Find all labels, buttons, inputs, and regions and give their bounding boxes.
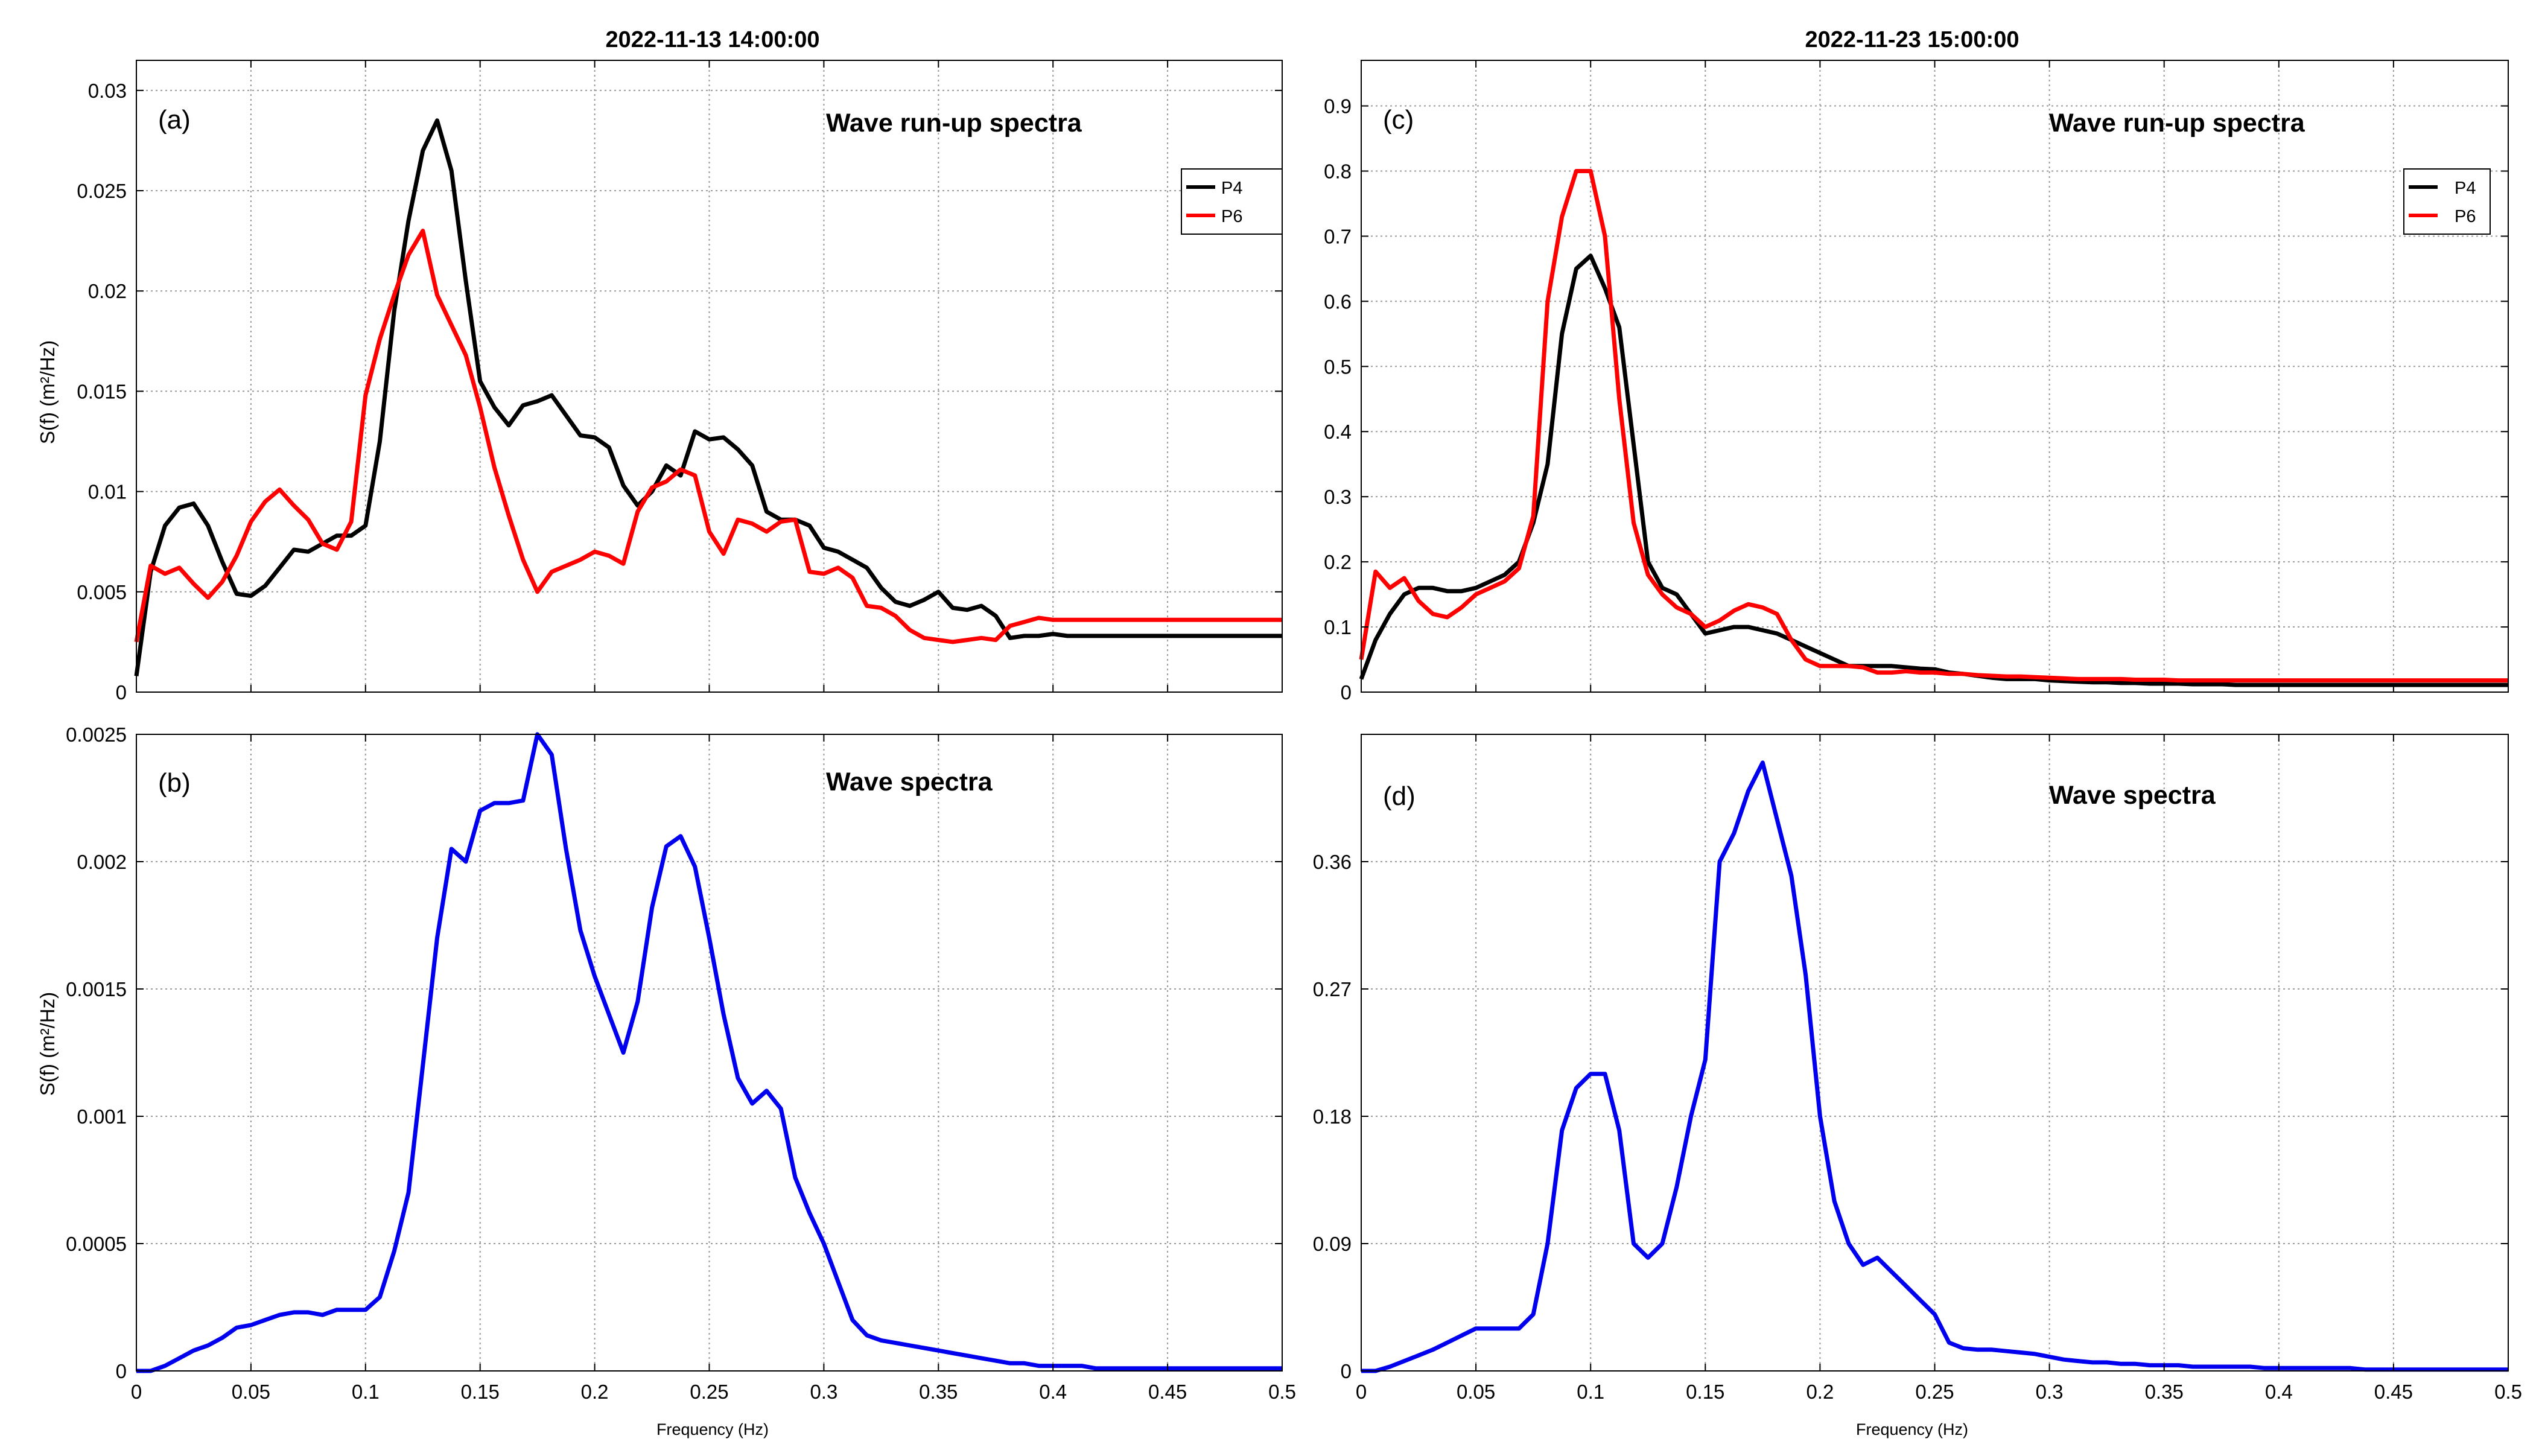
panel-c-grid: [1361, 60, 2508, 692]
panel-b-xtick-label-1: 0.05: [232, 1381, 270, 1403]
panel-a-series: [134, 118, 1282, 676]
panel-d-xtick-label-8: 0.4: [2265, 1381, 2293, 1403]
panel-d-xlabel: Frequency (Hz): [1856, 1420, 1968, 1439]
panel-d-xtick-label-3: 0.15: [1686, 1381, 1724, 1403]
panel-d-xtick-label-1: 0.05: [1457, 1381, 1495, 1403]
panel-c-ytick-label-5: 0.5: [1324, 355, 1352, 378]
panel-d-ytick-label-4: 0.36: [1313, 851, 1352, 873]
panel-d-ytick-label-2: 0.18: [1313, 1105, 1352, 1128]
panel-a-grid: [136, 60, 1282, 692]
panel-c-series-p6: [1359, 169, 2508, 683]
panel-c-ytick-label-4: 0.4: [1324, 421, 1352, 443]
panel-b-series-line-0: [136, 732, 1282, 1373]
panel-d-label: (d): [1383, 781, 1416, 811]
panel-b-series: [136, 732, 1282, 1373]
panel-d-annotation: Wave spectra: [2049, 781, 2216, 810]
panel-c-title: 2022-11-23 15:00:00: [1805, 27, 2019, 52]
panel-a-ytick-label-3: 0.015: [77, 380, 127, 402]
panel-a-ytick-label-4: 0.02: [88, 280, 127, 302]
panel-d-xtick-label-0: 0: [1356, 1381, 1367, 1403]
panel-c-ytick-label-8: 0.8: [1324, 160, 1352, 182]
panel-d-xtick-label-5: 0.25: [1915, 1381, 1954, 1403]
panel-b-xtick-label-0: 0: [131, 1381, 142, 1403]
panel-b-xtick-label-9: 0.45: [1148, 1381, 1187, 1403]
panel-d-xtick-label-2: 0.1: [1577, 1381, 1604, 1403]
panel-d-xtick-label-4: 0.2: [1806, 1381, 1834, 1403]
panel-c-legend-label-p4: P4: [2455, 179, 2476, 198]
panel-a-title: 2022-11-13 14:00:00: [606, 27, 820, 52]
panel-a-ytick-label-1: 0.005: [77, 581, 127, 603]
panel-d-ytick-label-0: 0: [1341, 1360, 1352, 1382]
panel-a-ytick-label-5: 0.025: [77, 180, 127, 202]
panel-b-ytick-label-2: 0.001: [77, 1105, 127, 1128]
panel-b-xtick-label-10: 0.5: [1268, 1381, 1296, 1403]
panel-b-ylabel: S(f) (m²/Hz): [36, 992, 59, 1096]
panel-a-series-p6: [134, 229, 1282, 644]
panel-c-ytick-label-1: 0.1: [1324, 616, 1352, 638]
panel-b-xtick-label-8: 0.4: [1039, 1381, 1067, 1403]
panel-b-annotation: Wave spectra: [826, 768, 993, 796]
panel-c-series-p4: [1359, 253, 2508, 687]
panel-a-legend-label-p4: P4: [1221, 179, 1242, 198]
panel-c-ticks: 0 0.1 0.2 0.3 0.4 0.5 0.6 0.7 0.8 0.9: [1324, 60, 2509, 704]
panel-d-xtick-label-9: 0.45: [2374, 1381, 2413, 1403]
panel-b: S(f) (m²/Hz) 0 0.05 0.1 0.15 0.2 0.25 0.3 0.35 0…: [36, 723, 1296, 1439]
panel-c-ytick-label-9: 0.9: [1324, 95, 1352, 118]
panel-c-annotation: Wave run-up spectra: [2049, 109, 2305, 138]
panel-b-xtick-label-7: 0.35: [919, 1381, 958, 1403]
panel-c-ytick-label-0: 0: [1341, 681, 1352, 704]
panel-d-xtick-label-7: 0.35: [2145, 1381, 2184, 1403]
panel-d-xtick-label-6: 0.3: [2036, 1381, 2064, 1403]
panel-d-ytick-label-3: 0.27: [1313, 978, 1352, 1000]
panel-a-legend-label-p6: P6: [1221, 207, 1242, 226]
panel-a-ticks: 0 0.005 0.01 0.015 0.02 0.025 0.03: [77, 60, 1283, 704]
panel-d: 0 0.05 0.1 0.15 0.2 0.25 0.3 0.35 0.4 0.45 0.5 0 0.0…: [1313, 734, 2522, 1439]
panel-c-legend-box: [2403, 168, 2491, 235]
panel-d-grid: [1361, 734, 2508, 1371]
panel-d-ticks: 0 0.05 0.1 0.15 0.2 0.25 0.3 0.35 0.4 0.45 0.5 0 0.0…: [1313, 734, 2522, 1403]
panel-a: 2022-11-13 14:00:00 S(f) (m²/Hz) 00.0050…: [36, 27, 1283, 704]
panel-a-ylabel: S(f) (m²/Hz): [36, 340, 59, 444]
panel-b-ytick-label-4: 0.002: [77, 851, 127, 873]
panel-c-legend-label-p6: P6: [2455, 207, 2476, 226]
panel-a-series-p4: [134, 118, 1282, 676]
panel-b-ticks: 0 0.05 0.1 0.15 0.2 0.25 0.3 0.35 0.4 0.45 0.5 0 0.0…: [66, 723, 1296, 1403]
panel-c-legend: P4 P6: [2403, 168, 2491, 235]
panel-a-legend: P4 P6: [1181, 168, 1283, 235]
panel-c-ytick-label-6: 0.6: [1324, 290, 1352, 313]
panel-c-label: (c): [1383, 105, 1414, 135]
panel-b-ytick-label-0: 0: [116, 1360, 127, 1382]
panel-b-xtick-label-6: 0.3: [810, 1381, 837, 1403]
panel-c-ytick-label-7: 0.7: [1324, 225, 1352, 247]
panel-b-xtick-label-4: 0.2: [581, 1381, 609, 1403]
panel-a-ytick-label-6: 0.03: [88, 80, 127, 102]
panel-c-ytick-label-3: 0.3: [1324, 486, 1352, 508]
panel-c-ytick-label-2: 0.2: [1324, 551, 1352, 573]
panel-d-xtick-label-10: 0.5: [2494, 1381, 2522, 1403]
panel-a-ytick-label-0: 0: [116, 681, 127, 704]
panel-a-annotation: Wave run-up spectra: [826, 109, 1082, 138]
panel-b-xlabel: Frequency (Hz): [656, 1420, 769, 1439]
panel-b-ytick-label-5: 0.0025: [66, 723, 127, 746]
panel-d-series: [1361, 760, 2508, 1373]
panel-a-ytick-label-2: 0.01: [88, 481, 127, 503]
panel-b-xtick-label-2: 0.1: [352, 1381, 380, 1403]
panel-d-ytick-label-1: 0.09: [1313, 1233, 1352, 1255]
panel-b-ytick-label-1: 0.0005: [66, 1233, 127, 1255]
panel-a-legend-box: [1181, 168, 1283, 235]
panel-b-ytick-label-3: 0.0015: [66, 978, 127, 1000]
panel-d-series-line-0: [1361, 760, 2508, 1373]
panel-b-label: (b): [158, 768, 191, 798]
panel-b-xtick-label-3: 0.15: [461, 1381, 500, 1403]
panel-c: 2022-11-23 15:00:00 00.10.20.30.40.50.60…: [1324, 27, 2509, 704]
panel-b-xtick-label-5: 0.25: [690, 1381, 728, 1403]
panel-c-series: [1359, 169, 2508, 687]
panel-a-label: (a): [158, 105, 191, 135]
